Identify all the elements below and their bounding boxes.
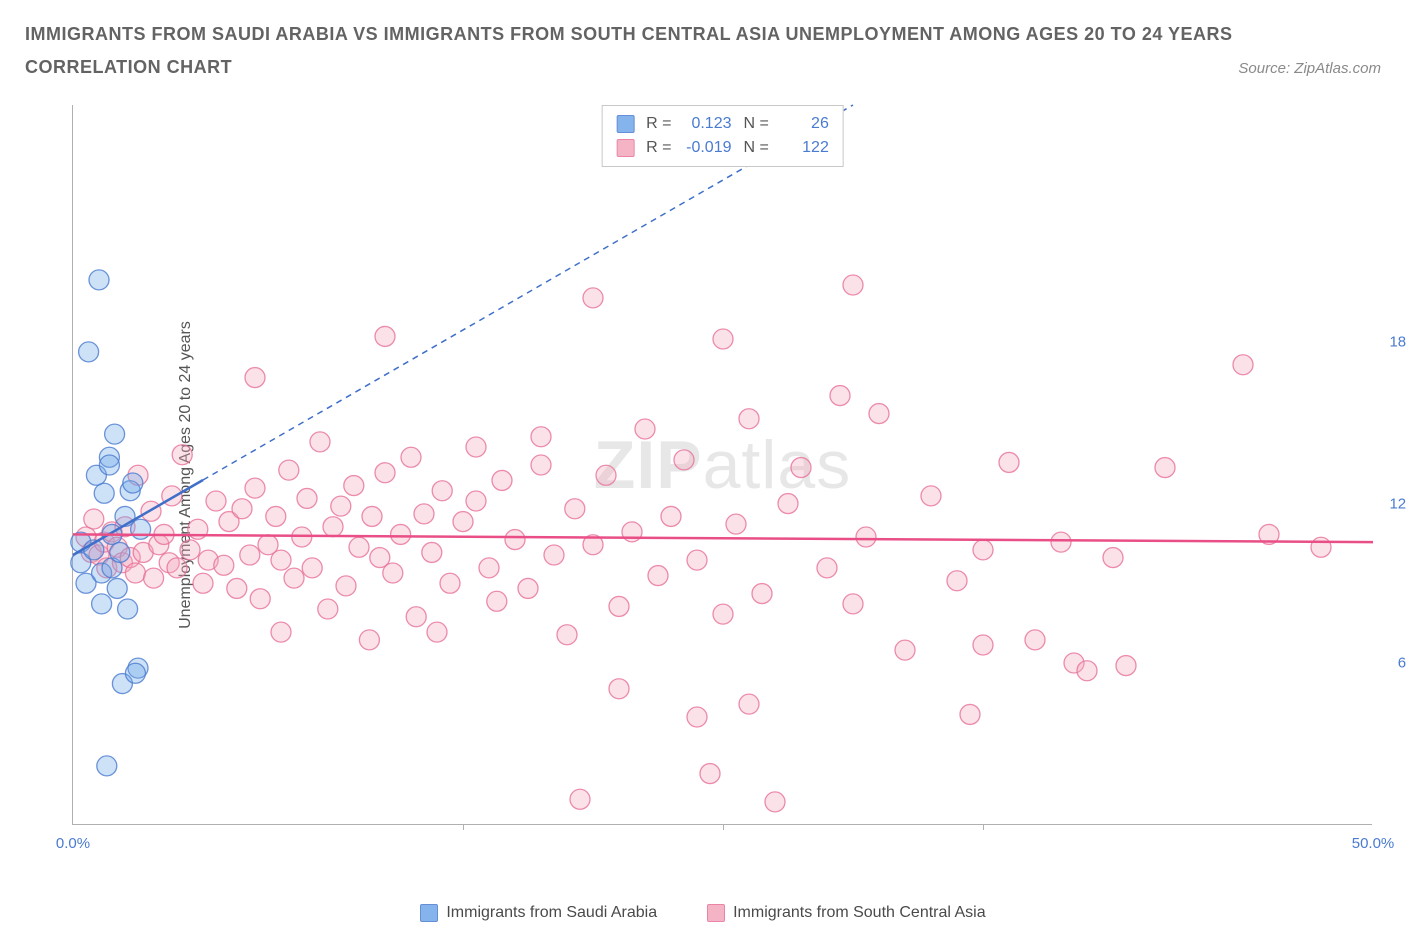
legend-item-1: Immigrants from South Central Asia [707, 904, 986, 922]
source-name: ZipAtlas.com [1294, 60, 1381, 77]
legend: Immigrants from Saudi Arabia Immigrants … [0, 904, 1406, 922]
legend-label-1: Immigrants from South Central Asia [733, 904, 986, 922]
source-citation: Source: ZipAtlas.com [1238, 60, 1381, 77]
stats-row-1: R = -0.019 N = 122 [616, 136, 829, 160]
stats-n-value-1: 122 [779, 136, 829, 160]
chart-header: IMMIGRANTS FROM SAUDI ARABIA VS IMMIGRAN… [0, 0, 1406, 78]
subtitle-row: CORRELATION CHART Source: ZipAtlas.com [25, 57, 1381, 78]
stats-n-label-1: N = [744, 136, 769, 160]
x-tick-label: 0.0% [56, 835, 90, 852]
plot-area: ZIPatlas R = 0.123 N = 26 R = -0.019 N =… [72, 105, 1372, 825]
chart-title: IMMIGRANTS FROM SAUDI ARABIA VS IMMIGRAN… [25, 20, 1381, 49]
legend-swatch-0 [420, 904, 438, 922]
x-tick-label: 50.0% [1352, 835, 1395, 852]
y-tick-label: 18.8% [1389, 333, 1406, 350]
legend-label-0: Immigrants from Saudi Arabia [446, 904, 657, 922]
stats-row-0: R = 0.123 N = 26 [616, 112, 829, 136]
y-tick-label: 6.3% [1398, 655, 1406, 672]
legend-swatch-1 [707, 904, 725, 922]
stats-r-value-0: 0.123 [682, 112, 732, 136]
stats-swatch-0 [616, 115, 634, 133]
stats-swatch-1 [616, 139, 634, 157]
stats-n-label-0: N = [744, 112, 769, 136]
chart-container: Unemployment Among Ages 20 to 24 years Z… [62, 105, 1382, 845]
stats-r-label-0: R = [646, 112, 671, 136]
stats-n-value-0: 26 [779, 112, 829, 136]
stats-box: R = 0.123 N = 26 R = -0.019 N = 122 [601, 105, 844, 167]
y-tick-label: 12.5% [1389, 495, 1406, 512]
stats-r-value-1: -0.019 [682, 136, 732, 160]
legend-item-0: Immigrants from Saudi Arabia [420, 904, 657, 922]
scatter-svg [73, 105, 1373, 825]
stats-r-label-1: R = [646, 136, 671, 160]
source-prefix: Source: [1238, 60, 1294, 77]
chart-subtitle: CORRELATION CHART [25, 57, 232, 78]
